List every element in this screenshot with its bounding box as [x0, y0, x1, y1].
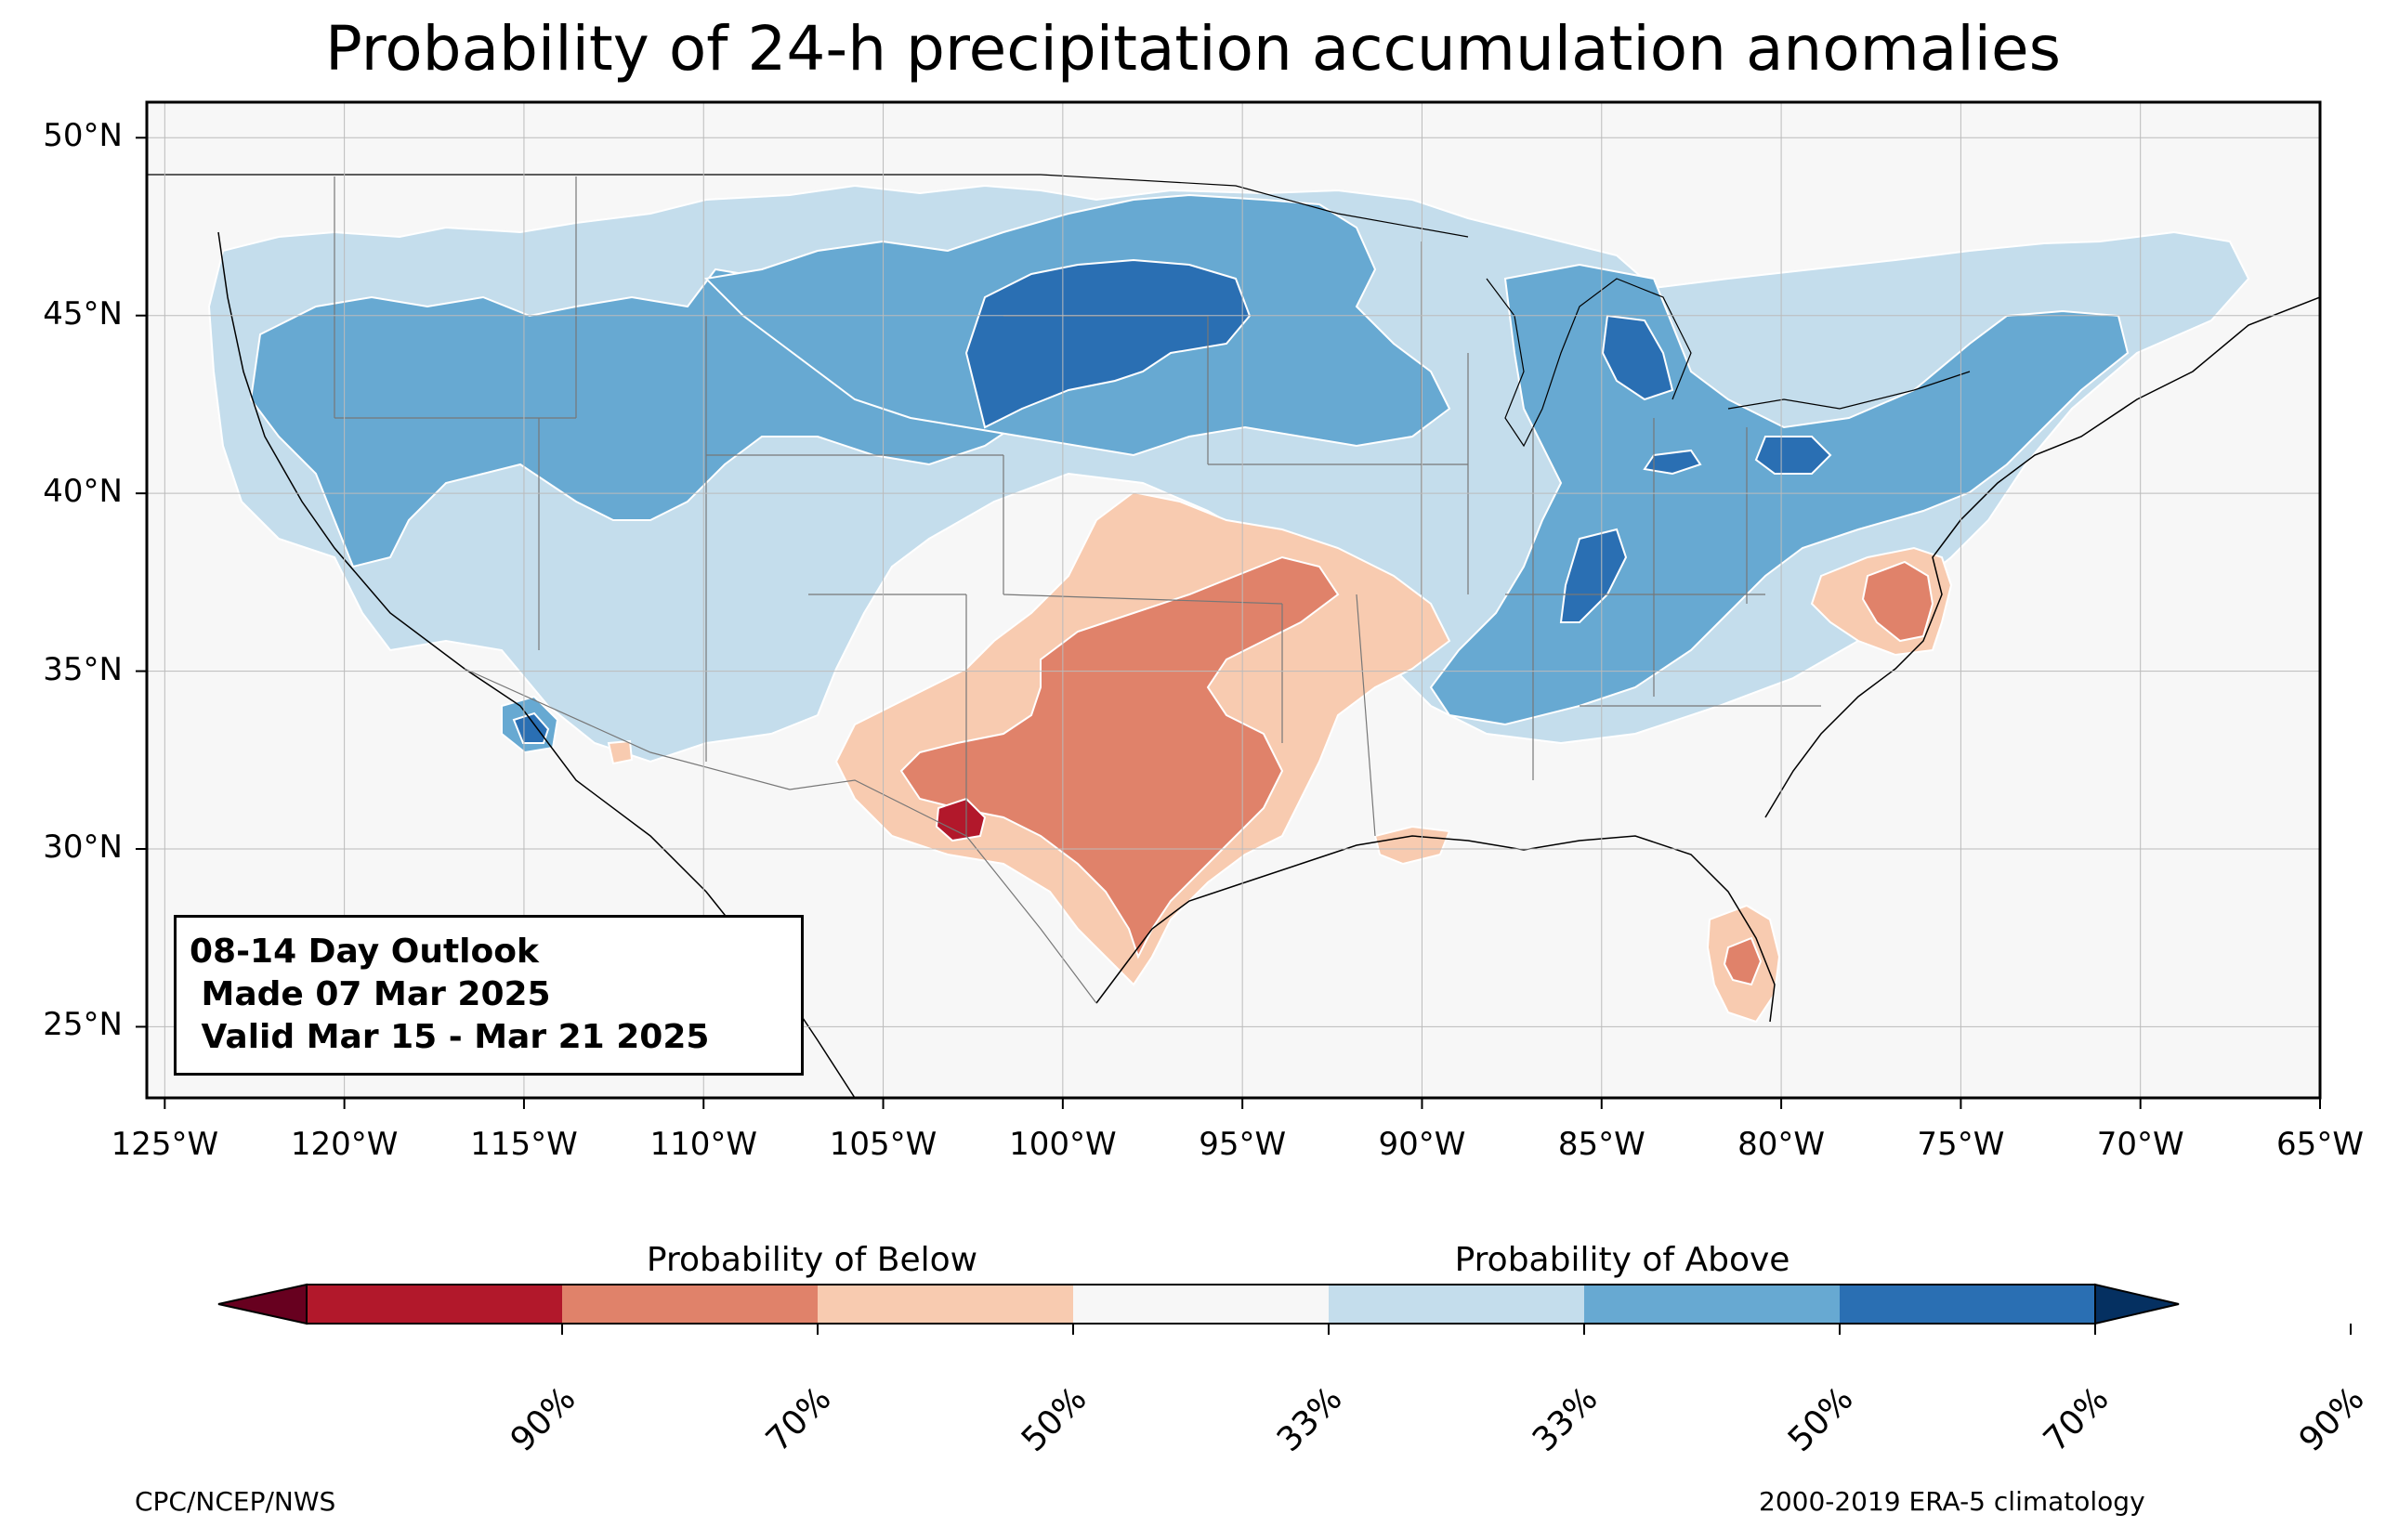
lat-tick-label: 45°N — [43, 294, 123, 333]
lon-tick-label: 70°W — [2096, 1126, 2184, 1163]
mexico-border — [464, 668, 1097, 1004]
below-50-region-virginia — [1861, 560, 1934, 643]
lon-tick-label: 90°W — [1378, 1126, 1466, 1163]
lon-tick-label: 115°W — [470, 1126, 578, 1163]
figure-title: Probability of 24-h precipitation accumu… — [324, 13, 2062, 85]
outlook-period: 08-14 Day Outlook — [190, 933, 539, 971]
outlook-made-date: Made 07 Mar 2025 — [190, 975, 551, 1013]
colorbar-segment — [562, 1285, 819, 1324]
above-70-region-michigan — [1601, 314, 1674, 401]
above-70-region-ohio-valley — [1559, 528, 1628, 623]
lat-tick-label: 25°N — [43, 1006, 123, 1044]
colorbar — [217, 1283, 2352, 1335]
outlook-info-box: 08-14 Day Outlook Made 07 Mar 2025 Valid… — [174, 915, 804, 1076]
lon-tick-label: 120°W — [290, 1126, 399, 1163]
lon-tick-label: 100°W — [1009, 1126, 1117, 1163]
colorbar-below-label: Probability of Below — [646, 1241, 978, 1279]
lon-tick-label: 80°W — [1737, 1126, 1826, 1163]
above-70-region-southwest — [512, 711, 550, 744]
colorbar-extend-below — [217, 1283, 308, 1325]
above-50-region-east — [1429, 263, 2130, 726]
colorbar-segment — [1073, 1285, 1330, 1324]
lat-tick-label: 35°N — [43, 650, 123, 688]
below-33-region-louisiana — [1373, 825, 1451, 866]
lon-tick-label: 105°W — [829, 1126, 937, 1163]
lon-gridlines — [164, 102, 2321, 1098]
above-70-region-pennsylvania — [1754, 436, 1832, 475]
colorbar-extend-above — [2094, 1283, 2180, 1325]
colorbar-frame — [306, 1284, 2096, 1325]
colorbar-segment — [1329, 1285, 1585, 1324]
outlook-valid-range: Valid Mar 15 - Mar 21 2025 — [190, 1018, 710, 1056]
lon-tick-label: 85°W — [1557, 1126, 1645, 1163]
colorbar-segment — [1840, 1285, 2096, 1324]
map-frame — [145, 100, 2322, 1100]
colorbar-above-label: Probability of Above — [1454, 1241, 1790, 1279]
below-50-region-plains — [899, 555, 1340, 959]
lat-tick-label: 40°N — [43, 473, 123, 511]
lon-tick-label: 110°W — [649, 1126, 757, 1163]
great-lakes-outline — [1486, 278, 1971, 448]
above-70-region-mid-atlantic — [1643, 449, 1702, 476]
colorbar-segment — [818, 1285, 1074, 1324]
above-70-region-northern-plains — [964, 258, 1252, 429]
lon-tick-label: 75°W — [1917, 1126, 2005, 1163]
colorbar-segment — [307, 1285, 563, 1324]
lon-tick-label: 65°W — [2276, 1126, 2364, 1163]
below-50-region-florida — [1723, 936, 1763, 986]
footer-source: CPC/NCEP/NWS — [135, 1486, 336, 1517]
below-33-region-new-mexico — [607, 739, 634, 765]
canada-border — [147, 174, 1469, 238]
lon-tick-label: 95°W — [1199, 1126, 1287, 1163]
lon-tick-label: 125°W — [111, 1126, 219, 1163]
lat-tick-label: 30°N — [43, 829, 123, 866]
footer-climatology: 2000-2019 ERA-5 climatology — [1759, 1486, 2145, 1517]
lat-tick-label: 50°N — [43, 117, 123, 155]
colorbar-segment — [1584, 1285, 1841, 1324]
